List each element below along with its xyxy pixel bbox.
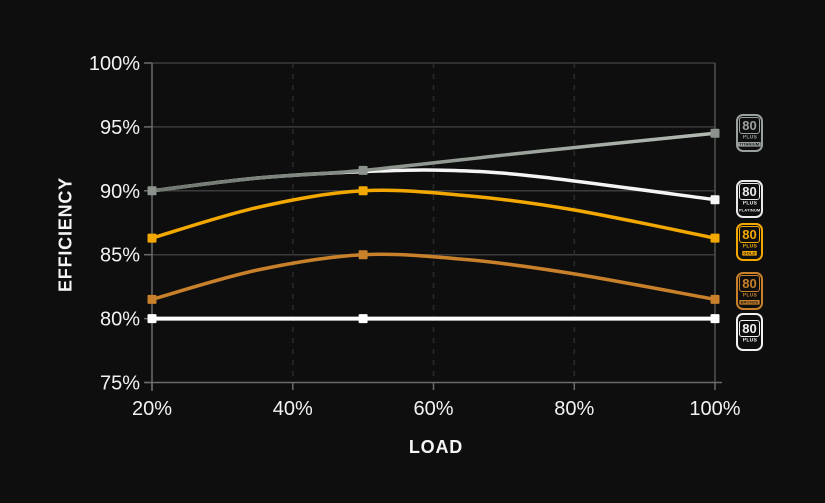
x-axis-title: LOAD: [408, 437, 464, 457]
y-tick-label: 80%: [100, 309, 140, 331]
series-line-80-plus-titanium: [150, 131, 717, 193]
series-marker-80-plus-gold: [147, 233, 157, 243]
x-tick-label: 60%: [413, 398, 453, 420]
y-tick-label: 95%: [100, 117, 140, 139]
series-marker-80-plus: [147, 314, 157, 324]
series-marker-80-plus-bronze: [147, 294, 157, 304]
x-tick-label: 20%: [132, 398, 172, 420]
series-marker-80-plus-gold: [358, 186, 368, 196]
x-tick-label: 40%: [273, 398, 313, 420]
series-line-80-plus-gold: [150, 188, 717, 240]
series-marker-80-plus-bronze: [710, 294, 720, 304]
series-marker-80-plus: [358, 314, 368, 324]
series-marker-80-plus: [710, 314, 720, 324]
series-marker-80-plus-titanium: [710, 128, 720, 138]
series-marker-80-plus-titanium: [358, 165, 368, 175]
series-marker-80-plus-bronze: [358, 250, 368, 260]
series-marker-80-plus-gold: [710, 233, 720, 243]
x-tick-label: 100%: [689, 398, 740, 420]
y-axis-title: EFFICIENCY: [55, 177, 76, 293]
y-tick-label: 100%: [89, 53, 140, 75]
series-line-80-plus-bronze: [150, 252, 717, 302]
y-tick-label: 85%: [100, 245, 140, 267]
x-tick-label: 80%: [554, 398, 594, 420]
series-marker-80-plus-titanium: [147, 186, 157, 196]
series-marker-80-plus-platinum: [710, 195, 720, 205]
y-tick-label: 75%: [100, 373, 140, 395]
y-tick-label: 90%: [100, 181, 140, 203]
